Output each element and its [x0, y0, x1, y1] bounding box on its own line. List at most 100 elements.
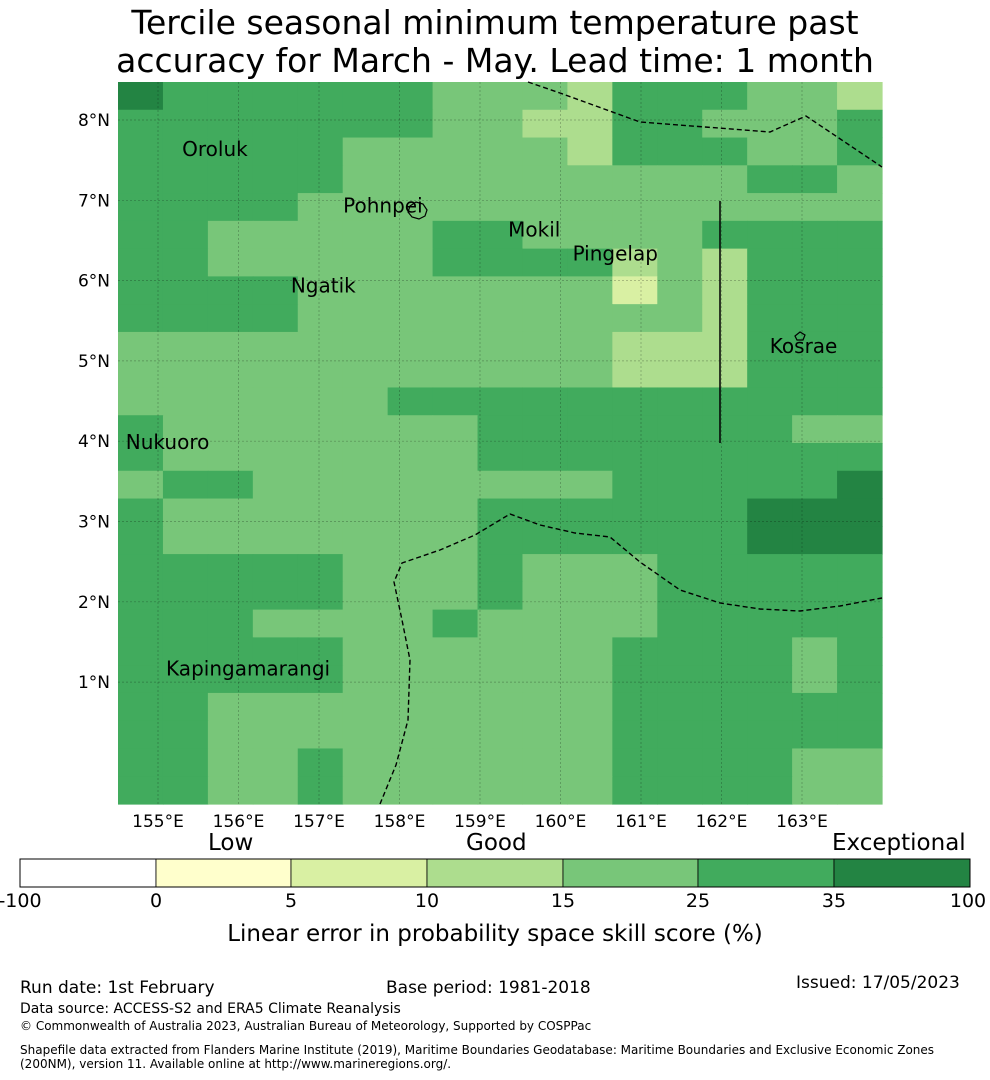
colorbar-tick: 15: [550, 890, 576, 912]
skill-cell: [657, 359, 703, 389]
skill-cell: [792, 304, 838, 333]
skill-cell: [792, 581, 838, 611]
skill-cell: [792, 609, 838, 638]
skill-cell: [118, 554, 164, 583]
skill-cell: [432, 248, 479, 277]
skill-cell: [118, 720, 164, 750]
skill-cell: [432, 359, 479, 389]
skill-cell: [522, 637, 569, 666]
skill-cell: [432, 720, 479, 750]
skill-cell: [567, 276, 613, 305]
skill-cell: [657, 776, 703, 805]
colorbar-segment: [426, 858, 564, 888]
skill-cell: [297, 498, 344, 527]
skill-cell: [477, 665, 524, 694]
skill-cell: [702, 220, 748, 250]
skill-cell: [612, 331, 658, 361]
skill-cell: [207, 776, 254, 805]
skill-cell: [252, 220, 299, 250]
colorbar-tick: 5: [284, 890, 298, 912]
skill-cell: [297, 609, 344, 638]
skill-cell: [342, 109, 389, 139]
skill-cell: [477, 331, 524, 361]
skill-cell: [118, 526, 164, 555]
skill-cell: [432, 415, 479, 444]
skill-cell: [432, 665, 479, 694]
shapefile-credit-1: Shapefile data extracted from Flanders M…: [20, 1043, 935, 1057]
skill-cell: [387, 720, 434, 750]
skill-cell: [207, 554, 254, 583]
skill-cell: [297, 304, 344, 333]
lon-tick-label: 161°E: [615, 812, 667, 832]
skill-cell: [432, 692, 479, 722]
skill-cell: [118, 415, 164, 444]
skill-cell: [657, 82, 703, 111]
skill-cell: [297, 82, 344, 111]
skill-cell: [207, 82, 254, 111]
place-label: Oroluk: [182, 137, 248, 161]
skill-cell: [702, 748, 748, 777]
skill-cell: [118, 443, 164, 472]
skill-cell: [342, 609, 389, 638]
skill-cell: [567, 165, 613, 194]
skill-cell: [342, 304, 389, 333]
skill-cell: [702, 331, 748, 361]
skill-cell: [702, 609, 748, 638]
skill-cell: [612, 470, 658, 500]
skill-cell: [387, 748, 434, 777]
skill-cell: [747, 665, 793, 694]
skill-cell: [252, 637, 299, 666]
skill-cell: [297, 637, 344, 666]
skill-cell: [162, 470, 209, 500]
skill-cell: [747, 637, 793, 666]
skill-cell: [162, 581, 209, 611]
skill-cell: [522, 82, 569, 111]
skill-cell: [612, 165, 658, 194]
lat-tick-label: 5°N: [78, 352, 110, 372]
skill-cell: [612, 137, 658, 166]
skill-cell: [612, 276, 658, 305]
skill-cell: [207, 748, 254, 777]
skill-cell: [612, 443, 658, 472]
skill-cell: [387, 109, 434, 139]
skill-cell: [207, 415, 254, 444]
skill-cell: [657, 137, 703, 166]
skill-cell: [567, 387, 613, 416]
skill-cell: [792, 248, 838, 277]
skill-cell: [387, 137, 434, 166]
skill-cell: [118, 220, 164, 250]
skill-cell: [162, 776, 209, 805]
skill-cell: [567, 470, 613, 500]
skill-cell: [252, 387, 299, 416]
skill-cell: [118, 109, 164, 139]
skill-cell: [837, 665, 883, 694]
skill-cell: [477, 248, 524, 277]
skill-cell: [477, 526, 524, 555]
skill-cell: [342, 748, 389, 777]
skill-cell: [297, 137, 344, 166]
skill-cell: [792, 692, 838, 722]
skill-cell: [792, 137, 838, 166]
skill-cell: [207, 443, 254, 472]
skill-cell: [612, 387, 658, 416]
skill-cell: [207, 609, 254, 638]
skill-cell: [837, 720, 883, 750]
skill-cell: [747, 304, 793, 333]
skill-cell: [657, 470, 703, 500]
skill-cell: [118, 82, 164, 111]
skill-cell: [522, 720, 569, 750]
skill-cell: [207, 137, 254, 166]
skill-cell: [567, 109, 613, 139]
skill-cell: [657, 637, 703, 666]
colorbar-tick: 25: [685, 890, 711, 912]
skill-cell: [837, 193, 883, 222]
skill-cell: [792, 665, 838, 694]
skill-cell: [297, 526, 344, 555]
skill-cell: [747, 82, 793, 111]
place-label: Kapingamarangi: [166, 657, 330, 681]
skill-cell: [567, 609, 613, 638]
skill-cell: [252, 554, 299, 583]
skill-cell: [297, 220, 344, 250]
colorbar-label-exceptional: Exceptional: [832, 830, 966, 856]
